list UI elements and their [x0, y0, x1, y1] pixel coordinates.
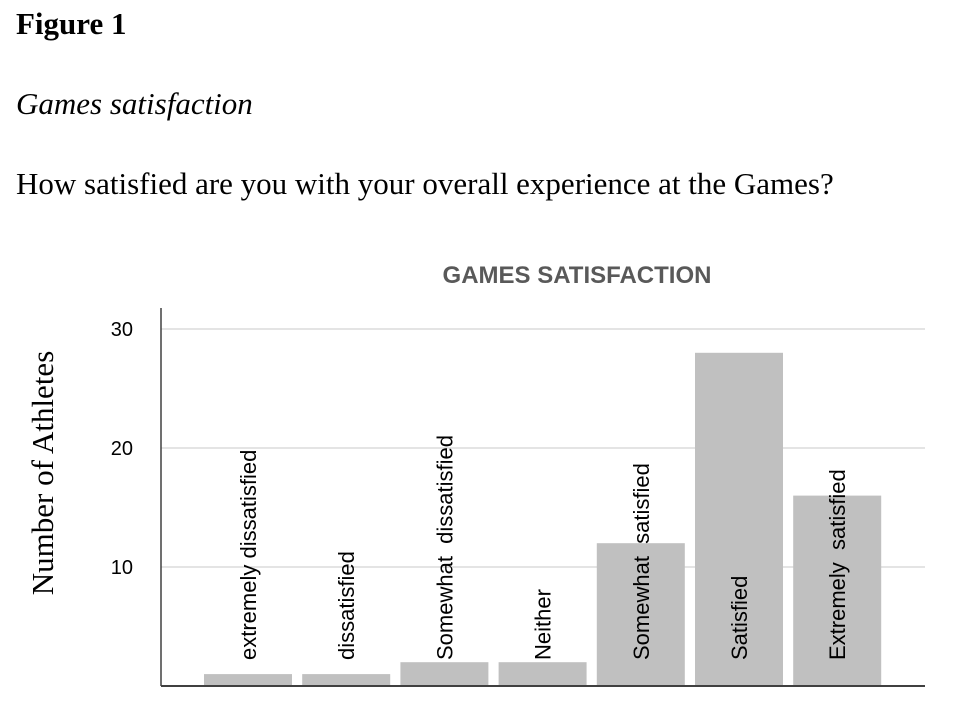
- figure-title: Games satisfaction: [16, 86, 253, 121]
- bar: [400, 662, 489, 686]
- y-axis-label: Number of Athletes: [25, 351, 60, 596]
- category-label: Neither: [531, 589, 556, 660]
- category-label: extremely dissatisfied: [236, 450, 261, 660]
- bar: [793, 495, 882, 686]
- category-label: Somewhat dissatisfied: [432, 435, 457, 660]
- y-tick-labels: 10 20 30: [111, 319, 133, 579]
- bar: [498, 662, 587, 686]
- bar: [204, 674, 292, 686]
- y-tick-label: 20: [111, 438, 133, 460]
- category-label: Extremely satisfied: [825, 469, 850, 660]
- figure-question: How satisfied are you with your overall …: [16, 166, 834, 201]
- bar: [302, 674, 391, 686]
- category-label: Satisfied: [727, 576, 752, 660]
- category-labels: extremely dissatisfied dissatisfied Somewh…: [236, 435, 850, 660]
- chart-title: GAMES SATISFACTION: [443, 262, 712, 289]
- bar: [596, 543, 685, 686]
- category-label: Somewhat satisfied: [629, 463, 654, 660]
- y-tick-label: 10: [111, 557, 133, 579]
- bars: [204, 352, 882, 686]
- y-tick-label: 30: [111, 319, 133, 341]
- bar: [695, 352, 783, 686]
- figure-label: Figure 1: [16, 6, 127, 41]
- category-label: dissatisfied: [334, 551, 359, 660]
